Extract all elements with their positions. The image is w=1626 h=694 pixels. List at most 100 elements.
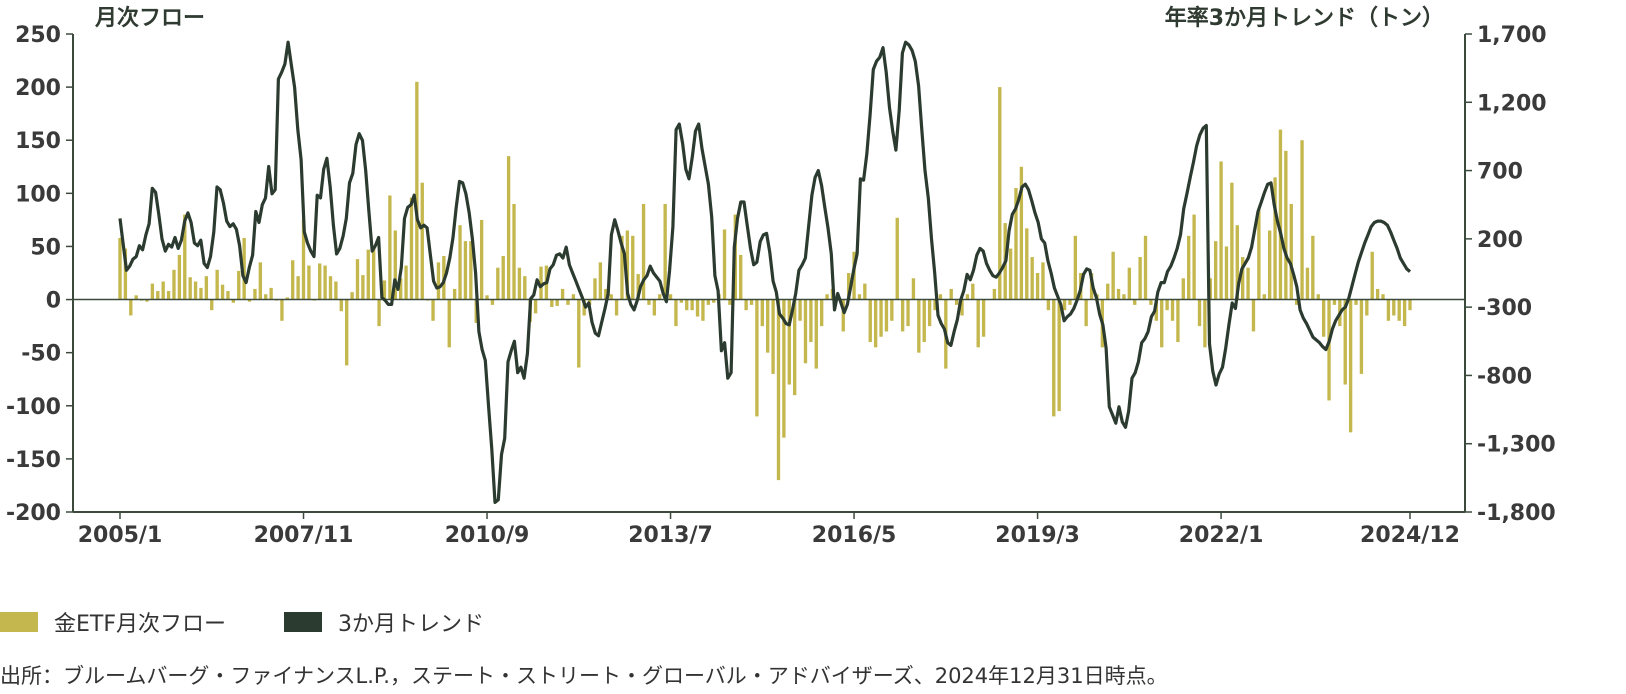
bar (971, 283, 975, 300)
bar (388, 195, 392, 300)
bar (1386, 299, 1391, 321)
bar (328, 276, 333, 300)
bar (1025, 228, 1029, 300)
left-tick-label: -200 (6, 501, 61, 526)
bar (1408, 299, 1412, 311)
x-tick-label: 2005/1 (78, 523, 163, 548)
bar (1273, 177, 1277, 300)
bar (253, 288, 257, 300)
bar (1267, 230, 1272, 300)
left-tick-label: 100 (15, 182, 61, 207)
bar (533, 299, 538, 314)
bar (998, 87, 1002, 300)
bar (1073, 235, 1078, 300)
bar (868, 299, 872, 343)
bar (976, 299, 980, 348)
bar (1219, 161, 1223, 300)
bar (150, 283, 155, 300)
x-tick-label: 2007/11 (254, 523, 354, 548)
bar (620, 235, 624, 300)
bar (1354, 299, 1358, 305)
bar (199, 287, 203, 300)
bar (879, 299, 883, 337)
bar (884, 299, 889, 332)
bar (1289, 203, 1293, 300)
bar (636, 274, 640, 300)
bar (668, 294, 673, 300)
bar (382, 280, 387, 300)
bar (1284, 150, 1288, 300)
left-tick-label: -100 (6, 395, 61, 420)
bar (296, 276, 300, 300)
bar (658, 294, 662, 300)
bar (1402, 299, 1407, 327)
left-tick-label: 150 (15, 129, 61, 154)
bar (695, 299, 700, 317)
bar (1116, 288, 1121, 300)
bar (771, 299, 775, 374)
bar (247, 299, 252, 302)
bar (512, 203, 516, 300)
bar (490, 299, 495, 305)
bar (188, 277, 192, 300)
bar (523, 276, 527, 300)
right-tick-label: -300 (1477, 296, 1532, 321)
bar (927, 299, 932, 327)
bar (933, 299, 937, 311)
bar (949, 288, 953, 300)
bar (922, 299, 926, 343)
bar (965, 294, 970, 300)
bar (463, 241, 468, 300)
bar (166, 291, 171, 300)
bar (1300, 140, 1304, 300)
bar (479, 219, 484, 300)
left-tick-label: 250 (15, 23, 61, 48)
left-tick-label: -50 (21, 342, 61, 367)
bar (1203, 299, 1207, 348)
x-tick-label: 2016/5 (812, 523, 897, 548)
left-tick-label: 200 (15, 76, 61, 101)
bar (911, 278, 916, 300)
bar (555, 299, 559, 306)
bar (355, 259, 360, 300)
left-tick-label: 50 (30, 235, 61, 260)
bar (1257, 209, 1261, 300)
bar (291, 260, 295, 300)
bar (1365, 299, 1369, 316)
bar (960, 299, 964, 316)
bar (1332, 299, 1337, 305)
bar (1176, 299, 1180, 343)
bar (900, 299, 905, 332)
bar (1327, 299, 1331, 401)
bar (787, 299, 791, 385)
bar (1224, 246, 1229, 300)
bar (1030, 257, 1034, 300)
bar (334, 281, 338, 300)
bar (674, 299, 678, 327)
bar (280, 299, 284, 321)
left-tick-label: -150 (6, 448, 61, 473)
bar (863, 283, 867, 300)
bar (1143, 235, 1148, 300)
bar (231, 299, 236, 303)
bar (992, 288, 997, 300)
right-tick-label: 1,700 (1477, 23, 1547, 48)
bar (981, 299, 986, 337)
x-tick-label: 2024/12 (1360, 523, 1460, 548)
bar (766, 299, 770, 353)
bar (690, 299, 694, 311)
bar (215, 269, 219, 300)
bar (1230, 182, 1234, 300)
bar (501, 256, 505, 300)
bar (420, 182, 424, 300)
bar (204, 276, 209, 300)
bar (1127, 267, 1132, 300)
bar (1214, 241, 1218, 300)
bar (1008, 248, 1013, 300)
bar (755, 299, 759, 417)
bar (803, 299, 808, 364)
x-tick-label: 2010/9 (445, 523, 530, 548)
bar (1251, 299, 1256, 332)
bar (593, 278, 597, 300)
bar (679, 299, 684, 303)
